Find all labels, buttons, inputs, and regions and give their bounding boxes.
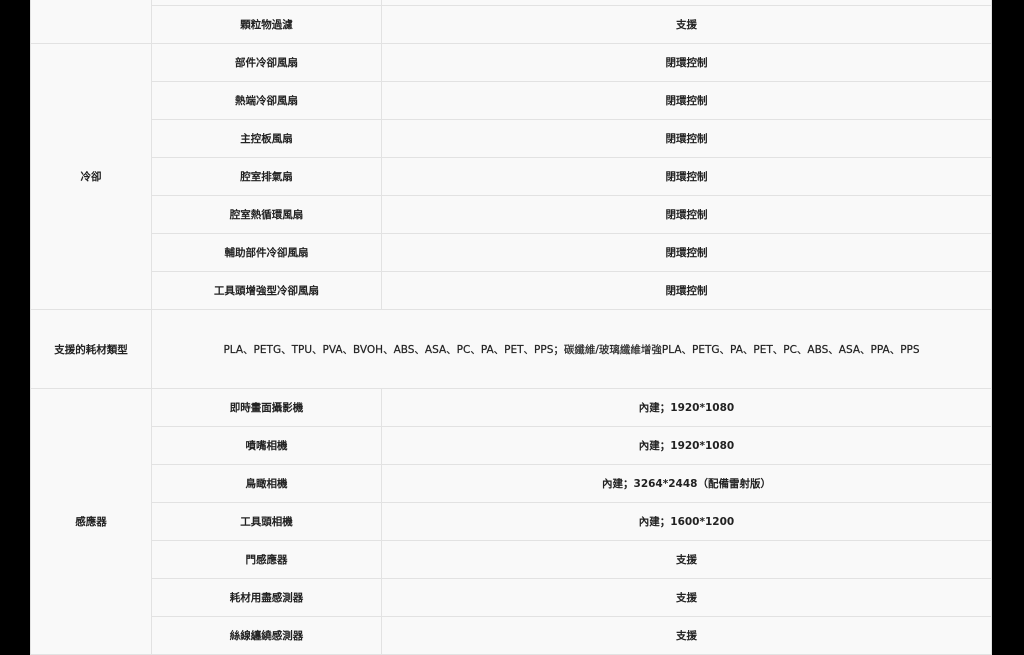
item-cell: 門感應器 xyxy=(151,540,382,579)
category-cell xyxy=(30,0,152,44)
value-cell: 支援 xyxy=(381,578,992,617)
item-cell: 腔室排氣扇 xyxy=(151,157,382,196)
value-cell: 內建；1920*1080 xyxy=(381,388,992,427)
table-row: 顆粒物過濾 支援 xyxy=(31,5,992,44)
spec-table: 顆粒物過濾 支援 冷卻 部件冷卻風扇 閉環控制 熱端冷卻風扇 閉環控制 主控板風… xyxy=(30,0,992,655)
table-row: 冷卻 部件冷卻風扇 閉環控制 xyxy=(30,43,992,310)
table-row: 主控板風扇 閉環控制 xyxy=(31,119,992,158)
value-cell: 閉環控制 xyxy=(381,271,992,310)
table-row: 熱端冷卻風扇 閉環控制 xyxy=(31,81,992,120)
item-cell: 主控板風扇 xyxy=(151,119,382,158)
item-cell: 顆粒物過濾 xyxy=(151,5,382,44)
category-cell-sensors: 感應器 xyxy=(30,388,152,655)
table-row: 工具頭相機 內建；1600*1200 xyxy=(31,502,992,541)
item-cell: 鳥瞰相機 xyxy=(151,464,382,503)
table-row xyxy=(30,0,992,44)
item-cell: 工具頭相機 xyxy=(151,502,382,541)
table-row: 腔室排氣扇 閉環控制 xyxy=(31,157,992,196)
value-cell: 閉環控制 xyxy=(381,195,992,234)
table-row: 門感應器 支援 xyxy=(31,540,992,579)
table-row: 腔室熱循環風扇 閉環控制 xyxy=(31,195,992,234)
value-cell: 支援 xyxy=(381,5,992,44)
value-cell: 閉環控制 xyxy=(381,43,992,82)
value-cell: 閉環控制 xyxy=(381,81,992,120)
spec-table-container: 顆粒物過濾 支援 冷卻 部件冷卻風扇 閉環控制 熱端冷卻風扇 閉環控制 主控板風… xyxy=(30,0,992,655)
item-cell: 噴嘴相機 xyxy=(151,426,382,465)
item-cell: 即時畫面攝影機 xyxy=(151,388,382,427)
value-cell: 支援 xyxy=(381,540,992,579)
item-cell: 部件冷卻風扇 xyxy=(151,43,382,82)
value-cell: 內建；1920*1080 xyxy=(381,426,992,465)
item-cell: 熱端冷卻風扇 xyxy=(151,81,382,120)
value-cell: 內建；1600*1200 xyxy=(381,502,992,541)
item-cell: 絲線纏繞感測器 xyxy=(151,616,382,655)
category-cell-cooling: 冷卻 xyxy=(30,43,152,310)
table-row: 絲線纏繞感測器 支援 xyxy=(31,616,992,655)
table-row: 鳥瞰相機 內建；3264*2448（配備雷射版） xyxy=(31,464,992,503)
table-row: 耗材用盡感測器 支援 xyxy=(31,578,992,617)
table-row: 噴嘴相機 內建；1920*1080 xyxy=(31,426,992,465)
category-cell-materials: 支援的耗材類型 xyxy=(30,309,152,389)
item-cell: 腔室熱循環風扇 xyxy=(151,195,382,234)
table-row-materials: 支援的耗材類型 PLA、PETG、TPU、PVA、BVOH、ABS、ASA、PC… xyxy=(30,309,992,389)
item-cell: 工具頭增強型冷卻風扇 xyxy=(151,271,382,310)
table-row: 感應器 即時畫面攝影機 內建；1920*1080 xyxy=(30,388,992,655)
value-cell: 閉環控制 xyxy=(381,233,992,272)
value-cell: 內建；3264*2448（配備雷射版） xyxy=(381,464,992,503)
item-cell: 耗材用盡感測器 xyxy=(151,578,382,617)
materials-value-cell: PLA、PETG、TPU、PVA、BVOH、ABS、ASA、PC、PA、PET、… xyxy=(151,309,992,389)
item-cell: 輔助部件冷卻風扇 xyxy=(151,233,382,272)
table-row: 輔助部件冷卻風扇 閉環控制 xyxy=(31,233,992,272)
value-cell: 閉環控制 xyxy=(381,119,992,158)
value-cell: 閉環控制 xyxy=(381,157,992,196)
value-cell: 支援 xyxy=(381,616,992,655)
table-row: 工具頭增強型冷卻風扇 閉環控制 xyxy=(31,271,992,310)
